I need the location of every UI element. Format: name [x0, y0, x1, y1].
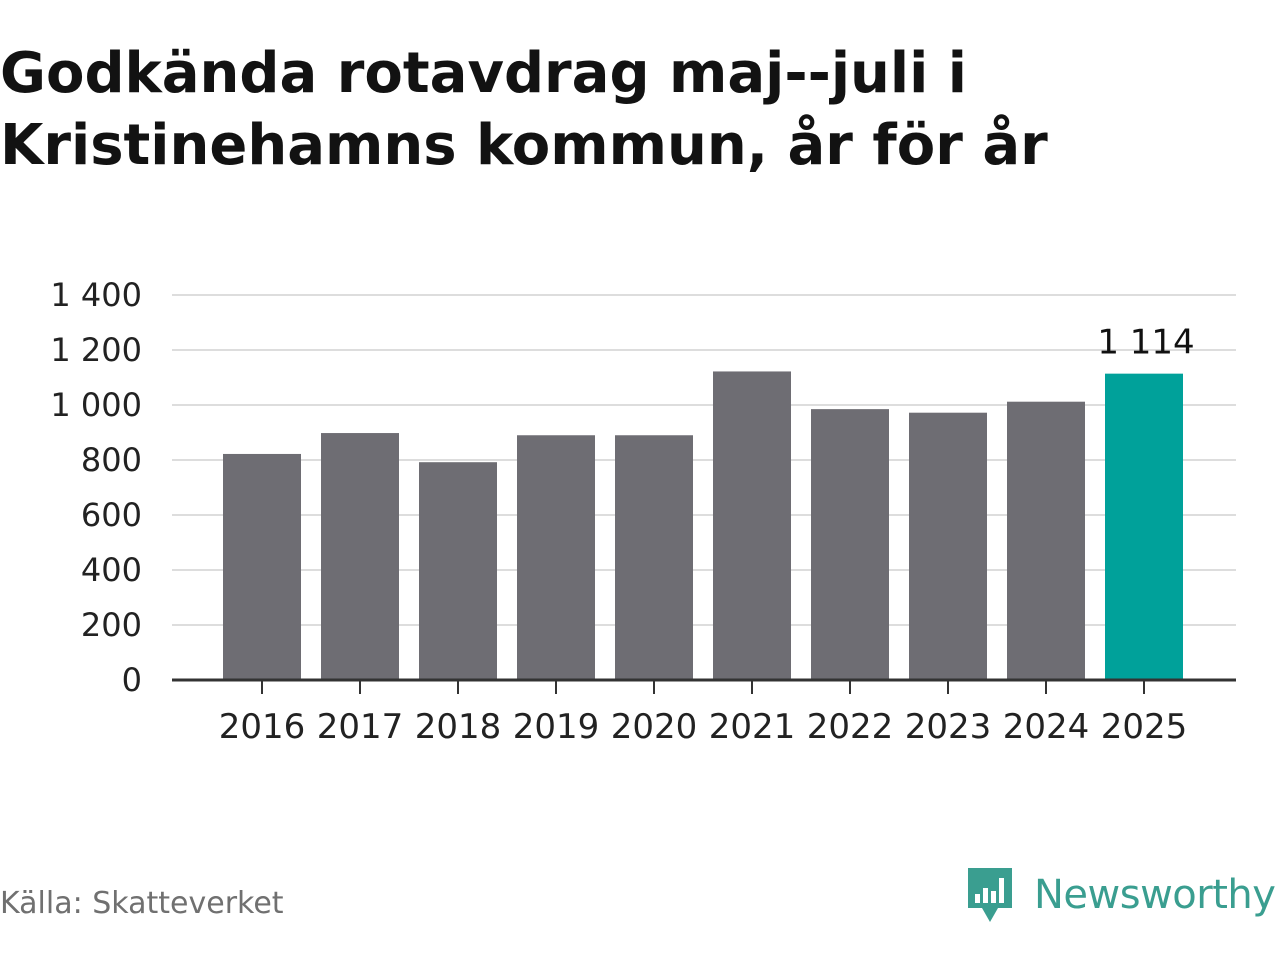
y-tick-label: 1 400 — [50, 276, 142, 314]
bar — [811, 409, 889, 680]
x-tick-label: 2017 — [317, 707, 404, 747]
bar — [517, 435, 595, 680]
source-note: Källa: Skatteverket — [0, 886, 284, 921]
x-axis: 2016 2017 2018 2019 2020 2021 2022 2023 2024 2025 — [172, 678, 1236, 747]
data-label: 1 114 — [1097, 323, 1194, 363]
bars — [223, 371, 1183, 680]
data-labels: 1 114 — [1097, 323, 1194, 363]
newsworthy-logo-icon — [968, 868, 1012, 922]
x-tick-label: 2022 — [807, 707, 894, 747]
brand-name: Newsworthy — [1034, 872, 1276, 918]
y-tick-label: 200 — [81, 606, 142, 644]
y-tick-label: 1 000 — [50, 386, 142, 424]
y-axis-ticks: 0 200 400 600 800 1 000 1 200 1 400 — [50, 276, 142, 699]
brand-logo: Newsworthy — [964, 864, 1276, 926]
x-tick-label: 2019 — [513, 707, 600, 747]
x-tick-label: 2016 — [219, 707, 306, 747]
x-tick-label: 2025 — [1101, 707, 1188, 747]
chart-title: Godkända rotavdrag maj--juli i Kristineh… — [0, 38, 1270, 182]
chart-title-line-1: Godkända rotavdrag maj--juli i — [0, 41, 967, 106]
y-tick-label: 0 — [122, 661, 142, 699]
x-tick-label: 2023 — [905, 707, 992, 747]
y-tick-label: 800 — [81, 441, 142, 479]
x-tick-label: 2018 — [415, 707, 502, 747]
bar — [223, 453, 301, 680]
x-tick-label: 2020 — [611, 707, 698, 747]
bar — [713, 371, 791, 680]
y-tick-label: 400 — [81, 551, 142, 589]
y-tick-label: 1 200 — [50, 331, 142, 369]
bar — [419, 462, 497, 680]
bar — [321, 433, 399, 680]
chart-title-line-2: Kristinehamns kommun, år för år — [0, 113, 1048, 178]
x-tick-label: 2021 — [709, 707, 796, 747]
x-tick-label: 2024 — [1003, 707, 1090, 747]
bar — [1007, 401, 1085, 680]
bar — [615, 435, 693, 680]
bar — [1105, 373, 1183, 680]
y-tick-label: 600 — [81, 496, 142, 534]
bar — [909, 412, 987, 680]
